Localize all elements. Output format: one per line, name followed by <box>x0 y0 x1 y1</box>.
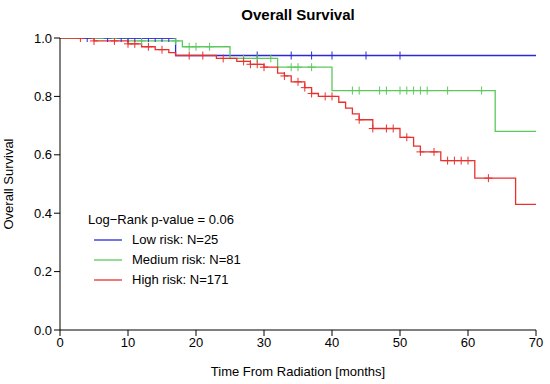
svg-text:Time From Radiation [months]: Time From Radiation [months] <box>211 364 385 379</box>
svg-text:0.6: 0.6 <box>34 147 52 162</box>
svg-text:10: 10 <box>121 335 135 350</box>
svg-text:Overall Survival: Overall Survival <box>8 138 16 229</box>
svg-text:60: 60 <box>461 335 475 350</box>
svg-text:0.4: 0.4 <box>34 206 52 221</box>
html-text:Low risk: N=25: Low risk: N=25 <box>132 232 219 247</box>
svg-text:0.8: 0.8 <box>34 89 52 104</box>
svg-text:30: 30 <box>257 335 271 350</box>
svg-text:70: 70 <box>529 335 542 350</box>
html-text:Overall Survival: Overall Survival <box>241 6 355 23</box>
svg-text:50: 50 <box>393 335 407 350</box>
svg-text:20: 20 <box>189 335 203 350</box>
html-text:High risk: N=171: High risk: N=171 <box>132 272 229 287</box>
svg-text:0.2: 0.2 <box>34 264 52 279</box>
svg-text:1.0: 1.0 <box>34 31 52 46</box>
svg-text:40: 40 <box>325 335 339 350</box>
svg-text:0.0: 0.0 <box>34 323 52 338</box>
svg-text:0: 0 <box>56 335 63 350</box>
html-text:Log−Rank p-value = 0.06: Log−Rank p-value = 0.06 <box>88 212 234 227</box>
html-text:Medium risk: N=81: Medium risk: N=81 <box>132 252 241 267</box>
